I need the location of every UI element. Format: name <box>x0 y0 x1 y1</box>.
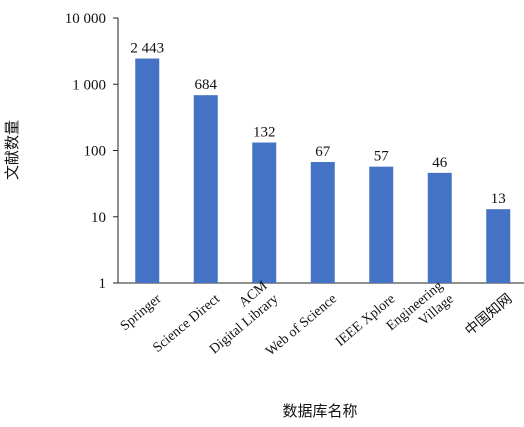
bar-value-label: 684 <box>195 77 218 93</box>
bar <box>486 209 511 283</box>
bar-value-label: 67 <box>315 144 331 160</box>
bar <box>310 162 335 283</box>
x-tick-label: 中国知网 <box>462 290 516 339</box>
y-tick-label: 1 <box>99 276 107 292</box>
bar-value-label: 2 443 <box>130 41 164 57</box>
bar <box>427 172 452 283</box>
bar <box>135 58 160 283</box>
x-tick-label: Springer <box>118 291 165 334</box>
y-tick-label: 100 <box>84 144 107 160</box>
axes: 1 10 100 1 000 10 000 <box>65 11 524 292</box>
bar <box>252 142 277 283</box>
y-tick-label: 10 <box>91 210 106 226</box>
y-tick-label: 10 000 <box>65 11 106 27</box>
bar-value-label: 57 <box>374 149 390 165</box>
bar-value-label: 13 <box>491 191 506 207</box>
y-tick-label: 1 000 <box>72 77 106 93</box>
y-axis-title: 文献数量 <box>3 120 21 180</box>
bar <box>193 95 218 283</box>
bars <box>135 58 511 283</box>
x-tick-label-line: Springer <box>118 291 165 334</box>
x-tick-label-line: 中国知网 <box>462 290 516 339</box>
x-axis-title: 数据库名称 <box>282 402 357 420</box>
bar-value-label: 132 <box>253 125 276 141</box>
bar-value-label: 46 <box>432 155 448 171</box>
bar <box>369 166 394 283</box>
